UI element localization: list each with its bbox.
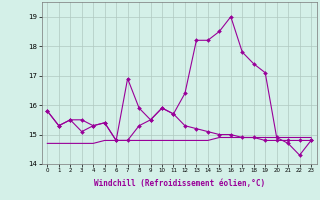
- X-axis label: Windchill (Refroidissement éolien,°C): Windchill (Refroidissement éolien,°C): [94, 179, 265, 188]
